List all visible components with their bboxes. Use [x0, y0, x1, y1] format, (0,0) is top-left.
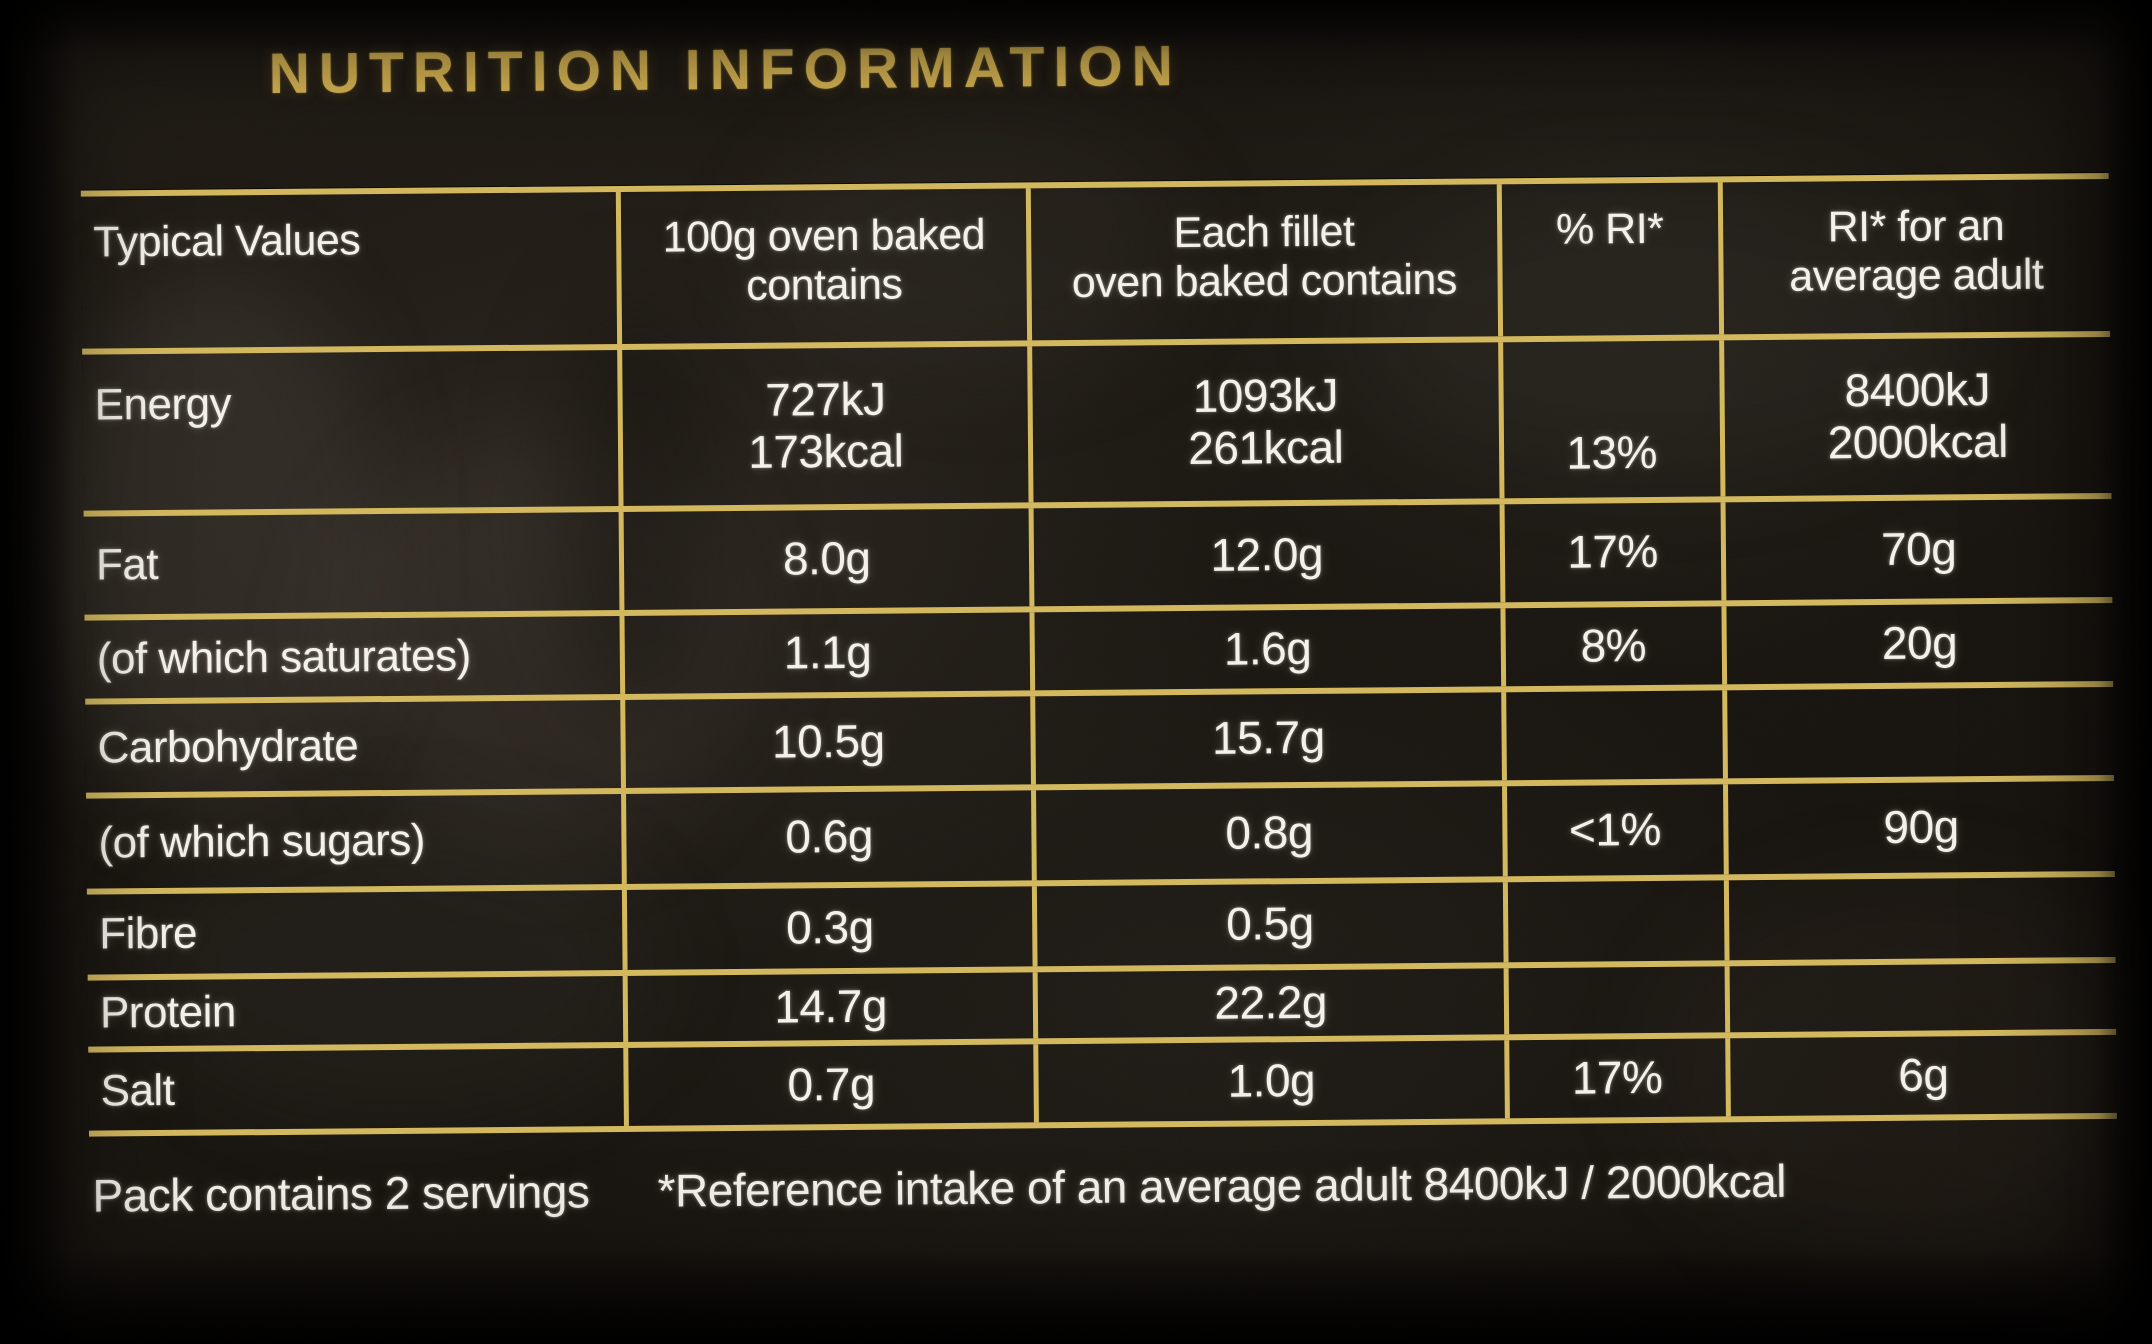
- value-cell: 17%: [1499, 502, 1721, 603]
- value-cell: 15.7g: [1030, 692, 1502, 785]
- value-cell: 8%: [1499, 606, 1722, 687]
- value-cell: 12.0g: [1028, 504, 1500, 607]
- value-cell: 1.0g: [1033, 1040, 1505, 1123]
- column-header-per-fillet: Each fillet oven baked contains: [1025, 184, 1498, 341]
- servings-note: Pack contains 2 servings: [92, 1165, 590, 1222]
- row-label: (of which sugars): [98, 815, 426, 868]
- row-label: Carbohydrate: [97, 721, 359, 773]
- value-cell: 8.0g: [618, 508, 1030, 610]
- table-row-fat: Fat 8.0g 12.0g 17% 70g: [83, 498, 2113, 621]
- table-header-row: Typical Values 100g oven baked contains …: [80, 178, 2111, 355]
- page-title: NUTRITION INFORMATION: [268, 34, 1183, 107]
- value-cell: 6g: [1724, 1034, 2117, 1117]
- value-cell: [1502, 880, 1725, 963]
- row-label: Fat: [95, 540, 159, 590]
- table-row-carbohydrate: Carbohydrate 10.5g 15.7g: [85, 686, 2114, 799]
- value-cell: 90g: [1722, 780, 2115, 875]
- value-cell: 8400kJ 2000kcal: [1718, 336, 2112, 497]
- value-cell: 727kJ 173kcal: [617, 346, 1029, 506]
- nutrition-table: Typical Values 100g oven baked contains …: [80, 172, 2117, 1137]
- value-cell: 14.7g: [623, 972, 1034, 1042]
- value-cell: 0.5g: [1031, 882, 1504, 967]
- table-row-energy: Energy 727kJ 173kcal 1093kJ 261kcal 13% …: [82, 336, 2112, 517]
- column-header-pct-ri: % RI*: [1496, 182, 1719, 337]
- value-cell: 17%: [1503, 1038, 1726, 1119]
- row-label: Salt: [100, 1066, 175, 1116]
- value-cell: [1721, 686, 2114, 779]
- column-header-per-100g: 100g oven baked contains: [616, 188, 1028, 344]
- value-cell: 22.2g: [1032, 968, 1504, 1039]
- value-cell: 70g: [1720, 498, 2113, 601]
- value-cell: [1724, 962, 2117, 1033]
- reference-intake-note: *Reference intake of an average adult 84…: [657, 1154, 1787, 1217]
- table-row-sugars: (of which sugars) 0.6g 0.8g <1% 90g: [86, 780, 2115, 895]
- value-cell: <1%: [1501, 784, 1724, 877]
- value-cell: 1.6g: [1029, 608, 1501, 691]
- value-cell: 1.1g: [619, 612, 1031, 694]
- footnote: Pack contains 2 servings *Reference inta…: [92, 1154, 1786, 1223]
- value-cell: 0.7g: [623, 1044, 1034, 1126]
- row-label: Protein: [99, 987, 237, 1038]
- row-label: Energy: [94, 379, 232, 430]
- value-cell: 1093kJ 261kcal: [1027, 342, 1500, 503]
- value-cell: 0.3g: [622, 886, 1033, 970]
- column-header-typical-values: Typical Values: [93, 216, 361, 267]
- table-row-salt: Salt 0.7g 1.0g 17% 6g: [88, 1034, 2117, 1137]
- row-label: Fibre: [99, 908, 198, 959]
- value-cell: [1503, 966, 1725, 1035]
- value-cell: 0.6g: [621, 790, 1032, 884]
- value-cell: 10.5g: [620, 696, 1032, 788]
- value-cell: [1500, 690, 1723, 781]
- value-cell: [1723, 876, 2116, 961]
- column-header-ri-adult: RI* for an average adult: [1717, 178, 2111, 335]
- row-label: (of which saturates): [96, 631, 471, 684]
- value-cell: 0.8g: [1031, 786, 1503, 881]
- value-cell: 13%: [1497, 340, 1721, 499]
- value-cell: 20g: [1721, 602, 2114, 685]
